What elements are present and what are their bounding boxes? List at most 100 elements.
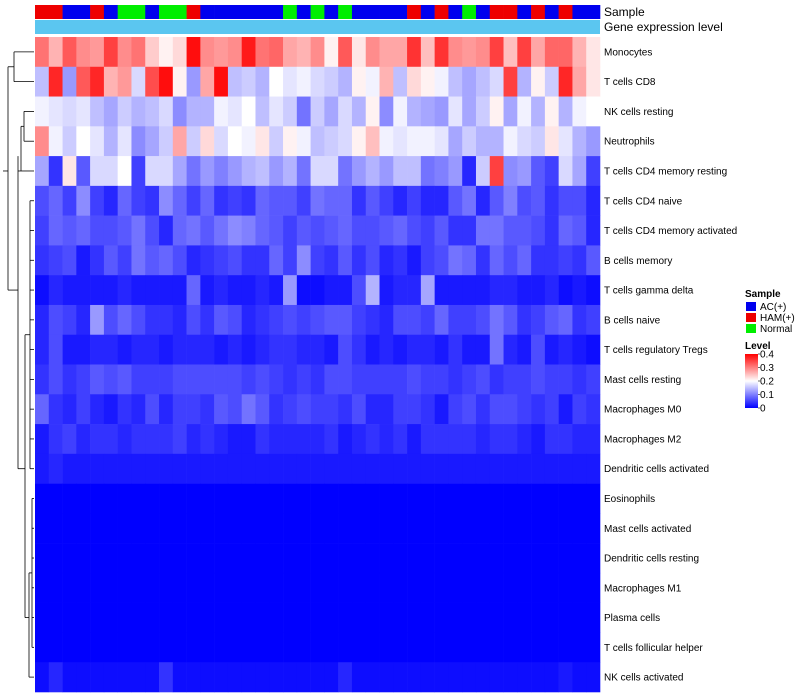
heatmap-cell (145, 453, 160, 484)
heatmap-cell (407, 156, 422, 187)
heatmap-cell (269, 96, 284, 127)
heatmap-cell (338, 572, 353, 603)
heatmap-cell (586, 185, 601, 216)
heatmap-cell (393, 334, 408, 365)
heatmap-cell (269, 275, 284, 306)
heatmap-cell (227, 513, 243, 544)
heatmap-cell (186, 394, 201, 425)
heatmap-cell (200, 96, 215, 127)
heatmap-cell (310, 394, 325, 425)
heatmap-cell (531, 245, 546, 276)
heatmap-cell (489, 394, 504, 425)
heatmap-cell (448, 602, 463, 633)
heatmap-cell (503, 275, 518, 306)
heatmap-cell (351, 275, 367, 306)
heatmap-cell (172, 156, 187, 187)
heatmap-cell (159, 275, 174, 306)
heatmap-cell (269, 453, 284, 484)
expression-level-bar (35, 20, 600, 34)
heatmap-cell (558, 96, 573, 127)
legend-entry-label: Normal (760, 324, 792, 335)
heatmap-cell (448, 215, 463, 246)
heatmap-cell (475, 96, 491, 127)
heatmap-cell (448, 126, 463, 157)
heatmap-cell (76, 334, 91, 365)
heatmap-cell (351, 185, 367, 216)
heatmap-cell (338, 37, 353, 68)
heatmap-cell (283, 126, 298, 157)
row-label: Neutrophils (604, 137, 655, 148)
heatmap-cell (475, 394, 491, 425)
heatmap-cell (462, 37, 477, 68)
heatmap-cell (159, 96, 174, 127)
heatmap-cell (338, 513, 353, 544)
heatmap-cell (558, 215, 573, 246)
heatmap-cell (517, 185, 532, 216)
heatmap-cell (517, 394, 532, 425)
heatmap-cell (462, 662, 477, 693)
heatmap-cell (241, 66, 256, 97)
heatmap-cell (296, 334, 311, 365)
heatmap-cell (420, 37, 435, 68)
heatmap-cell (517, 424, 532, 455)
heatmap-cell (90, 334, 105, 365)
heatmap-cell (103, 275, 118, 306)
heatmap-cell (420, 304, 435, 336)
heatmap-cell (200, 66, 215, 97)
row-label: T cells CD8 (604, 77, 656, 88)
heatmap-cell (379, 543, 394, 574)
heatmap-cell (393, 37, 408, 68)
heatmap-cell (296, 394, 311, 425)
heatmap-cell (214, 185, 229, 216)
heatmap-cell (503, 215, 518, 246)
heatmap-cell (558, 572, 573, 603)
heatmap-cell (475, 245, 491, 276)
heatmap-cell (393, 424, 408, 455)
heatmap-cell (420, 334, 435, 365)
heatmap-cell (324, 483, 339, 514)
heatmap-cell (324, 156, 339, 187)
heatmap-cell (310, 66, 325, 97)
heatmap-cell (434, 543, 449, 574)
heatmap-cell (310, 572, 325, 603)
heatmap-cell (35, 275, 50, 306)
heatmap-cell (186, 632, 201, 663)
heatmap-cell (200, 453, 215, 484)
heatmap-cell (35, 453, 50, 484)
heatmap-cell (517, 96, 532, 127)
heatmap-cell (283, 513, 298, 544)
heatmap-cell (338, 483, 353, 514)
heatmap-cell (448, 513, 463, 544)
heatmap-cell (393, 156, 408, 187)
heatmap-cell (186, 245, 201, 276)
heatmap-cell (572, 215, 587, 246)
heatmap-cell (214, 453, 229, 484)
heatmap-cell (379, 185, 394, 216)
heatmap-cell (379, 66, 394, 97)
heatmap-cell (558, 185, 573, 216)
heatmap-cell (503, 424, 518, 455)
heatmap-cell (172, 96, 187, 127)
heatmap-cell (159, 632, 174, 663)
heatmap-cell (351, 602, 367, 633)
sample-annotation-cell (103, 5, 118, 19)
heatmap-cell (214, 364, 229, 395)
heatmap-cell (338, 424, 353, 455)
heatmap-cell (420, 632, 435, 663)
heatmap-cell (434, 215, 449, 246)
heatmap-cell (503, 483, 518, 514)
heatmap-cell (131, 602, 146, 633)
heatmap-cell (365, 66, 380, 97)
heatmap-cell (172, 215, 187, 246)
heatmap-cell (35, 424, 50, 455)
heatmap-cell (214, 513, 229, 544)
heatmap-cell (200, 662, 215, 693)
legend-level-title: Level (745, 341, 771, 352)
heatmap-cell (241, 364, 256, 395)
heatmap-cell (586, 453, 601, 484)
heatmap-cell (517, 602, 532, 633)
heatmap-cell (227, 602, 243, 633)
heatmap-cell (200, 364, 215, 395)
heatmap-cell (214, 632, 229, 663)
heatmap-cell (117, 662, 132, 693)
